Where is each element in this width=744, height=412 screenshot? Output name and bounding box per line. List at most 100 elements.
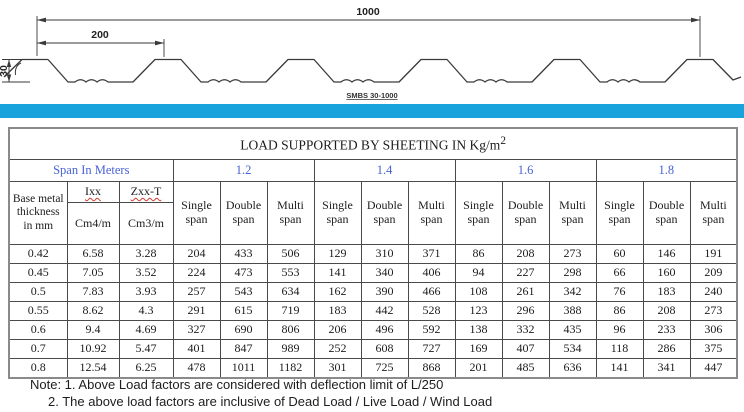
table-cell: 141: [595, 358, 644, 379]
dim-label-30: 30: [0, 65, 10, 77]
table-cell: 485: [501, 358, 550, 379]
table-cell: 989: [266, 339, 315, 359]
span-value-1.2: 1.2: [172, 159, 315, 182]
zxx-header: Zxx-T: [118, 181, 174, 203]
table-cell: 201: [454, 358, 503, 379]
table-cell: 183: [642, 282, 691, 302]
table-cell: 528: [407, 301, 456, 321]
single-span-header-1.2: Single span: [172, 181, 221, 245]
span-value-1.6: 1.6: [454, 159, 597, 182]
span-header-row: Span In Meters 1.2 1.4 1.6 1.8: [8, 159, 738, 182]
sheet-profile-outline: [3, 58, 742, 83]
table-cell: 0.55: [8, 301, 68, 321]
table-cell: 0.7: [8, 339, 68, 359]
table-cell: 0.5: [8, 282, 68, 302]
zxx-unit: Cm3/m: [118, 202, 174, 245]
table-cell: 592: [407, 320, 456, 340]
table-cell: 224: [172, 263, 221, 283]
table-cell: 340: [360, 263, 409, 283]
table-cell: 118: [595, 339, 644, 359]
table-cell: 390: [360, 282, 409, 302]
table-cell: 160: [642, 263, 691, 283]
table-cell: 183: [313, 301, 362, 321]
table-cell: 0.8: [8, 358, 68, 379]
column-header-row-2: Cm4/m Cm3/m: [9, 202, 737, 245]
table-cell: 286: [642, 339, 691, 359]
table-cell: 543: [219, 282, 268, 302]
table-cell: 273: [548, 244, 597, 264]
accent-divider-bar: [0, 104, 744, 118]
table-cell: 10.92: [66, 339, 120, 359]
table-cell: 169: [454, 339, 503, 359]
table-cell: 447: [689, 358, 738, 379]
table-cell: 296: [501, 301, 550, 321]
span-group-label: Span In Meters: [8, 159, 174, 182]
table-cell: 162: [313, 282, 362, 302]
table-cell: 388: [548, 301, 597, 321]
table-cell: 138: [454, 320, 503, 340]
multi-span-header-1.8: Multi span: [689, 181, 738, 245]
table-cell: 310: [360, 244, 409, 264]
table-cell: 208: [642, 301, 691, 321]
table-cell: 442: [360, 301, 409, 321]
table-cell: 252: [313, 339, 362, 359]
double-span-header-1.8: Double span: [642, 181, 691, 245]
single-span-header-1.8: Single span: [595, 181, 644, 245]
table-row: 0.42 6.58 3.28 204 433 506 129 310 371 86 208 273 60…: [8, 244, 738, 264]
table-cell: 306: [689, 320, 738, 340]
table-row: 0.45 7.05 3.52 224 473 553 141 340 406 94 227 298 66…: [8, 263, 738, 283]
table-cell: 478: [172, 358, 221, 379]
note-line-2: 2. The above load factors are inclusive …: [48, 393, 493, 409]
column-header-row-1: Base metal thickness in mm Ixx Zxx-T Sin…: [8, 181, 738, 245]
load-capacity-table: LOAD SUPPORTED BY SHEETING IN Kg/m2 Span…: [8, 127, 739, 379]
double-span-header-1.6: Double span: [501, 181, 550, 245]
table-cell: 66: [595, 263, 644, 283]
table-cell: 1011: [219, 358, 268, 379]
table-cell: 725: [360, 358, 409, 379]
table-cell: 6.58: [66, 244, 120, 264]
span-value-1.8: 1.8: [595, 159, 738, 182]
title-superscript: 2: [500, 134, 506, 147]
table-cell: 301: [313, 358, 362, 379]
table-title-row: LOAD SUPPORTED BY SHEETING IN Kg/m2: [8, 127, 738, 160]
dimension-overall-width: [36, 16, 701, 57]
table-cell: 129: [313, 244, 362, 264]
single-span-header-1.4: Single span: [313, 181, 362, 245]
table-cell: 806: [266, 320, 315, 340]
table-cell: 407: [501, 339, 550, 359]
table-title: LOAD SUPPORTED BY SHEETING IN Kg/m2: [8, 127, 738, 160]
table-cell: 371: [407, 244, 456, 264]
table-cell: 496: [360, 320, 409, 340]
table-row: 0.5 7.83 3.93 257 543 634 162 390 466 108 261 342 76…: [8, 282, 738, 302]
dim-label-1000: 1000: [356, 6, 380, 18]
table-cell: 94: [454, 263, 503, 283]
table-cell: 233: [642, 320, 691, 340]
base-metal-thickness-header: Base metal thickness in mm: [8, 181, 68, 245]
table-cell: 615: [219, 301, 268, 321]
table-cell: 327: [172, 320, 221, 340]
table-cell: 868: [407, 358, 456, 379]
table-cell: 4.69: [118, 320, 174, 340]
table-cell: 86: [595, 301, 644, 321]
table-row: 0.8 12.54 6.25 478 1011 1182 301 725 868 201 485 63…: [8, 358, 738, 379]
double-span-header-1.4: Double span: [360, 181, 409, 245]
table-cell: 634: [266, 282, 315, 302]
dimension-rib-pitch: [37, 39, 165, 57]
table-cell: 76: [595, 282, 644, 302]
table-cell: 86: [454, 244, 503, 264]
table-cell: 291: [172, 301, 221, 321]
ixx-label: Ixx: [85, 184, 101, 199]
table-cell: 466: [407, 282, 456, 302]
table-cell: 690: [219, 320, 268, 340]
ixx-unit: Cm4/m: [66, 202, 120, 245]
table-cell: 553: [266, 263, 315, 283]
multi-span-header-1.4: Multi span: [407, 181, 456, 245]
table-cell: 7.05: [66, 263, 120, 283]
table-cell: 12.54: [66, 358, 120, 379]
table-cell: 208: [501, 244, 550, 264]
single-span-header-1.6: Single span: [454, 181, 503, 245]
table-cell: 8.62: [66, 301, 120, 321]
table-cell: 5.47: [118, 339, 174, 359]
table-cell: 261: [501, 282, 550, 302]
